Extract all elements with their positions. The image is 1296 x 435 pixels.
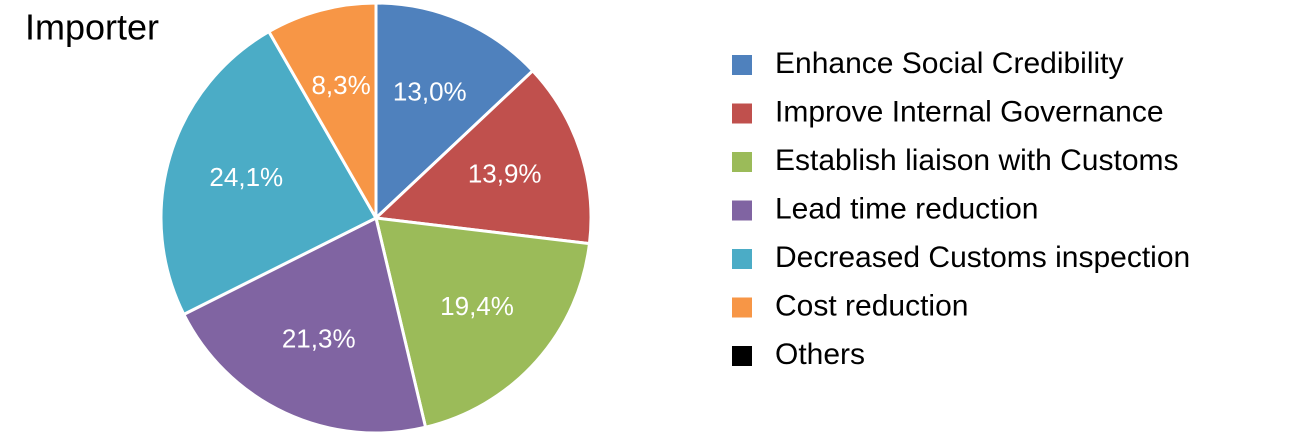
- pie-slice: [374, 69, 593, 246]
- legend-swatch: [732, 346, 752, 366]
- legend-label: Lead time reduction: [775, 192, 1039, 225]
- legend-swatch: [732, 55, 752, 75]
- data-label: 19,4%: [440, 291, 514, 321]
- pie-slice: [267, 1, 378, 220]
- legend-label: Enhance Social Credibility: [775, 47, 1124, 80]
- pie-slice: [374, 216, 591, 429]
- data-label: 13,9%: [468, 159, 542, 189]
- pie-slice: [159, 30, 378, 316]
- legend-swatch: [732, 103, 752, 124]
- legend-swatch: [732, 152, 752, 172]
- legend-label: Decreased Customs inspection: [775, 241, 1190, 274]
- pie-slice: [182, 216, 428, 435]
- data-label: 24,1%: [209, 162, 283, 192]
- legend-swatch: [732, 200, 752, 221]
- chart-title: Importer: [25, 7, 159, 48]
- legend-label: Improve Internal Governance: [775, 95, 1164, 128]
- pie-slice: [374, 1, 535, 220]
- data-label: 8,3%: [311, 70, 370, 100]
- legend-label: Establish liaison with Customs: [775, 144, 1179, 177]
- data-label: 13,0%: [393, 77, 467, 107]
- legend-swatch: [732, 249, 752, 269]
- legend-label: Others: [775, 338, 865, 371]
- legend-label: Cost reduction: [775, 289, 968, 322]
- data-label: 21,3%: [282, 324, 356, 354]
- legend-swatch: [732, 297, 752, 318]
